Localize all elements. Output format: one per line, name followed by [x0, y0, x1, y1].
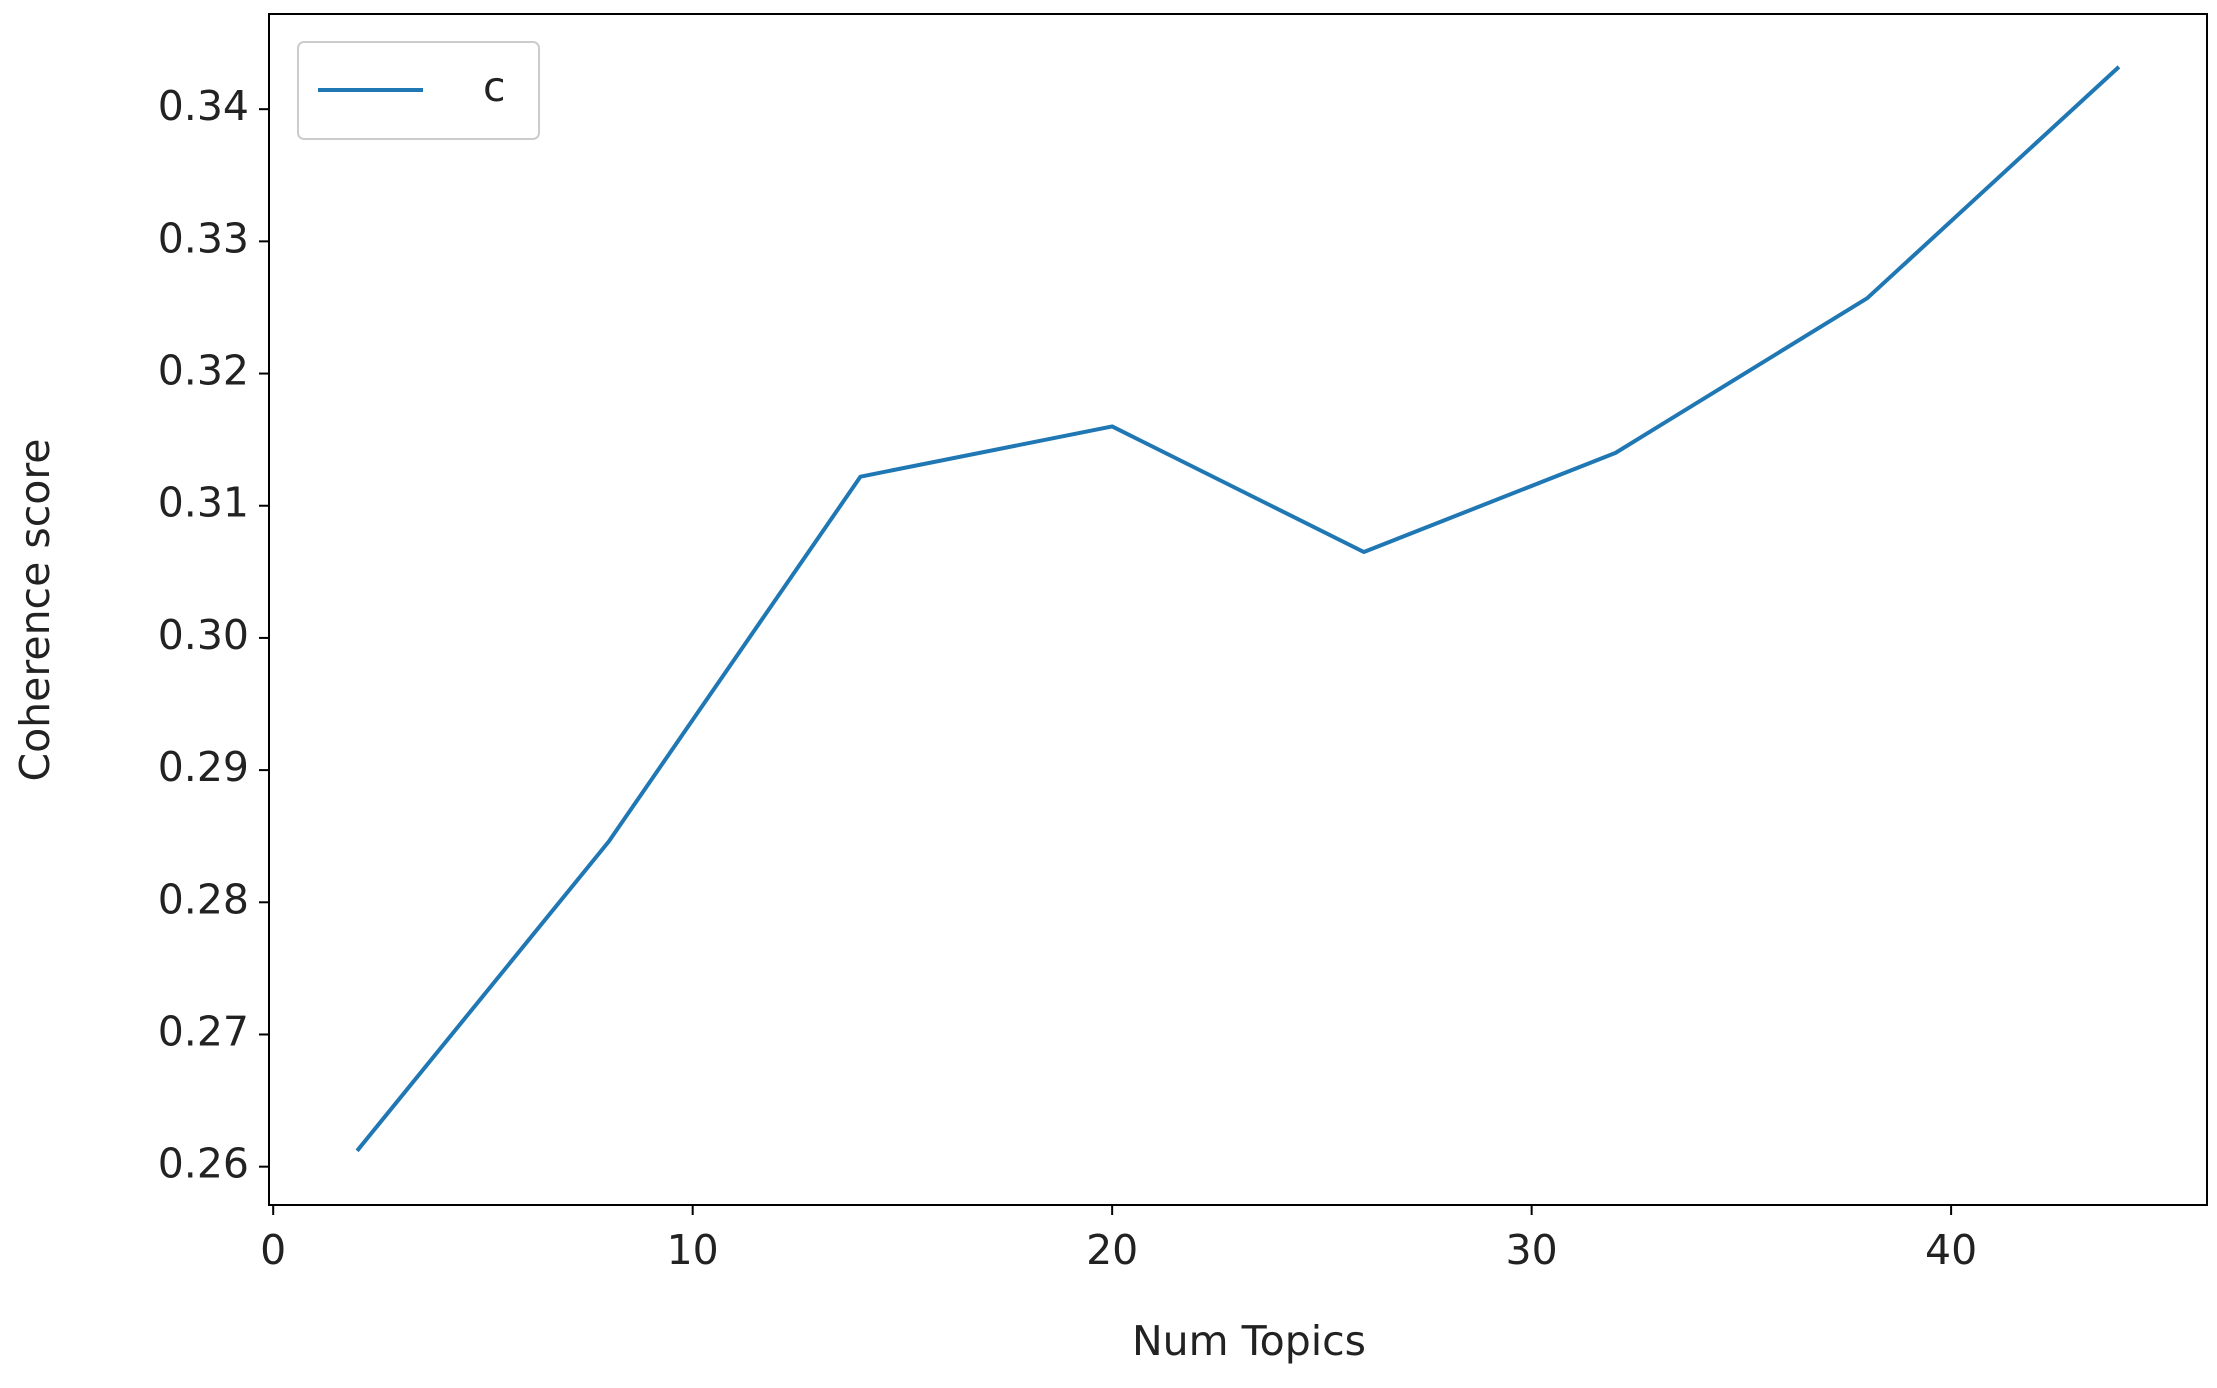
x-tick-label: 10 [667, 1226, 719, 1274]
legend-label: c [483, 63, 506, 111]
x-tick-label: 20 [1086, 1226, 1138, 1274]
y-tick-label: 0.31 [158, 479, 249, 527]
y-tick-label: 0.32 [158, 347, 249, 395]
plot-frame [268, 13, 2208, 1206]
y-tick-label: 0.34 [158, 82, 249, 130]
x-axis-label: Num Topics [1132, 1317, 1366, 1365]
y-tick-label: 0.33 [158, 214, 249, 262]
y-tick-label: 0.30 [158, 611, 249, 659]
x-tick-label: 30 [1506, 1226, 1558, 1274]
y-axis-label: Coherence score [11, 438, 59, 781]
y-tick-label: 0.27 [158, 1007, 249, 1055]
y-tick-label: 0.26 [158, 1140, 249, 1188]
x-tick-label: 0 [260, 1226, 286, 1274]
y-tick-label: 0.29 [158, 743, 249, 791]
x-tick-label: 40 [1925, 1226, 1977, 1274]
data-line [355, 65, 2121, 1153]
y-tick-label: 0.28 [158, 875, 249, 923]
